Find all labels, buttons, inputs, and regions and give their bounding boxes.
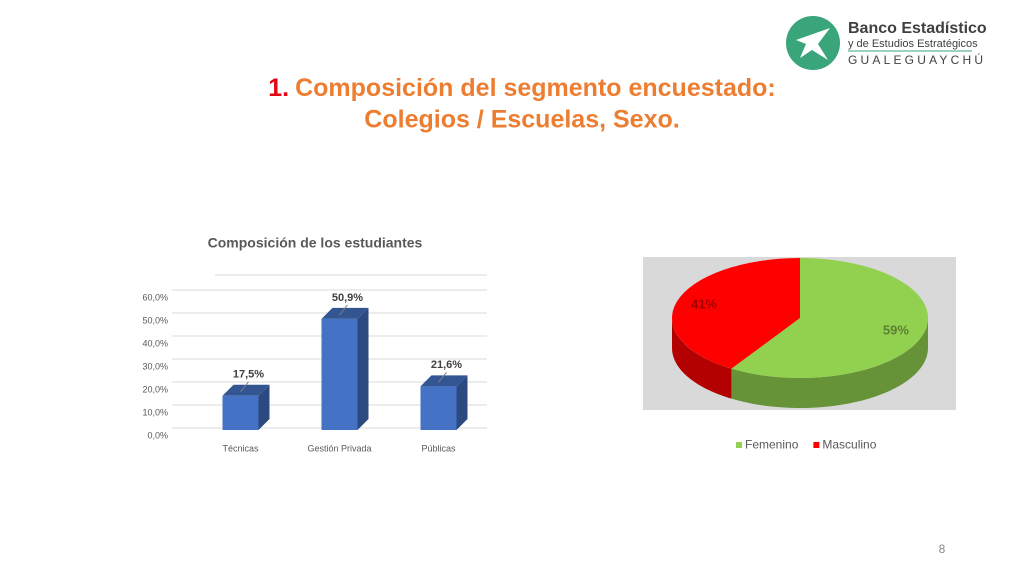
slide-title: 1. Composición del segmento encuestado: (268, 74, 776, 102)
pie-slice (672, 258, 800, 369)
legend-marker (736, 442, 742, 448)
title-line: Composición del segmento encuestado: (295, 74, 776, 102)
bar (321, 318, 358, 430)
value-label: 41% (691, 296, 717, 311)
bar (420, 386, 457, 430)
title-number: 1. (268, 74, 289, 102)
logo-city: GUALEGUAYCHÚ (848, 52, 986, 67)
bar-top (222, 384, 270, 396)
pie-side (731, 318, 928, 408)
logo-name: Banco Estadístico (848, 20, 987, 37)
y-tick-label: 30,0% (142, 361, 168, 371)
title-line: Colegios / Escuelas, Sexo. (364, 106, 679, 134)
pie-slice (731, 258, 929, 378)
label-leader (438, 372, 447, 383)
value-label: 50,9% (332, 292, 363, 304)
legend-label: Masculino (822, 438, 876, 452)
legend-marker (813, 442, 820, 448)
page-number: 8 (939, 542, 946, 556)
bar (222, 395, 259, 430)
bar-side (357, 307, 369, 430)
chart-title: Composición de los estudiantes (208, 235, 423, 251)
value-label: 21,6% (431, 359, 462, 371)
logo-bird (796, 28, 830, 60)
pie-side (672, 318, 732, 399)
label-leader (240, 381, 249, 393)
x-tick-label: Públicas (421, 443, 456, 453)
y-tick-label: 60,0% (142, 292, 168, 302)
value-label: 59% (883, 322, 909, 337)
logo-subtitle: y de Estudios Estratégicos (848, 38, 978, 50)
bar-top (420, 375, 468, 387)
x-tick-label: Gestión Privada (307, 443, 371, 453)
value-label: 17,5% (233, 369, 264, 381)
y-tick-label: 0,0% (147, 430, 168, 440)
bar-top (321, 307, 369, 319)
y-tick-label: 50,0% (142, 315, 168, 325)
logo: Banco Estadístico y de Estudios Estratég… (786, 16, 987, 70)
y-tick-label: 10,0% (142, 407, 168, 417)
y-tick-label: 40,0% (142, 338, 168, 348)
y-tick-label: 20,0% (142, 384, 168, 394)
bar-side (456, 375, 468, 430)
bar-side (258, 384, 270, 430)
x-tick-label: Técnicas (222, 443, 259, 453)
label-leader (339, 304, 348, 316)
legend-label: Femenino (745, 438, 799, 452)
